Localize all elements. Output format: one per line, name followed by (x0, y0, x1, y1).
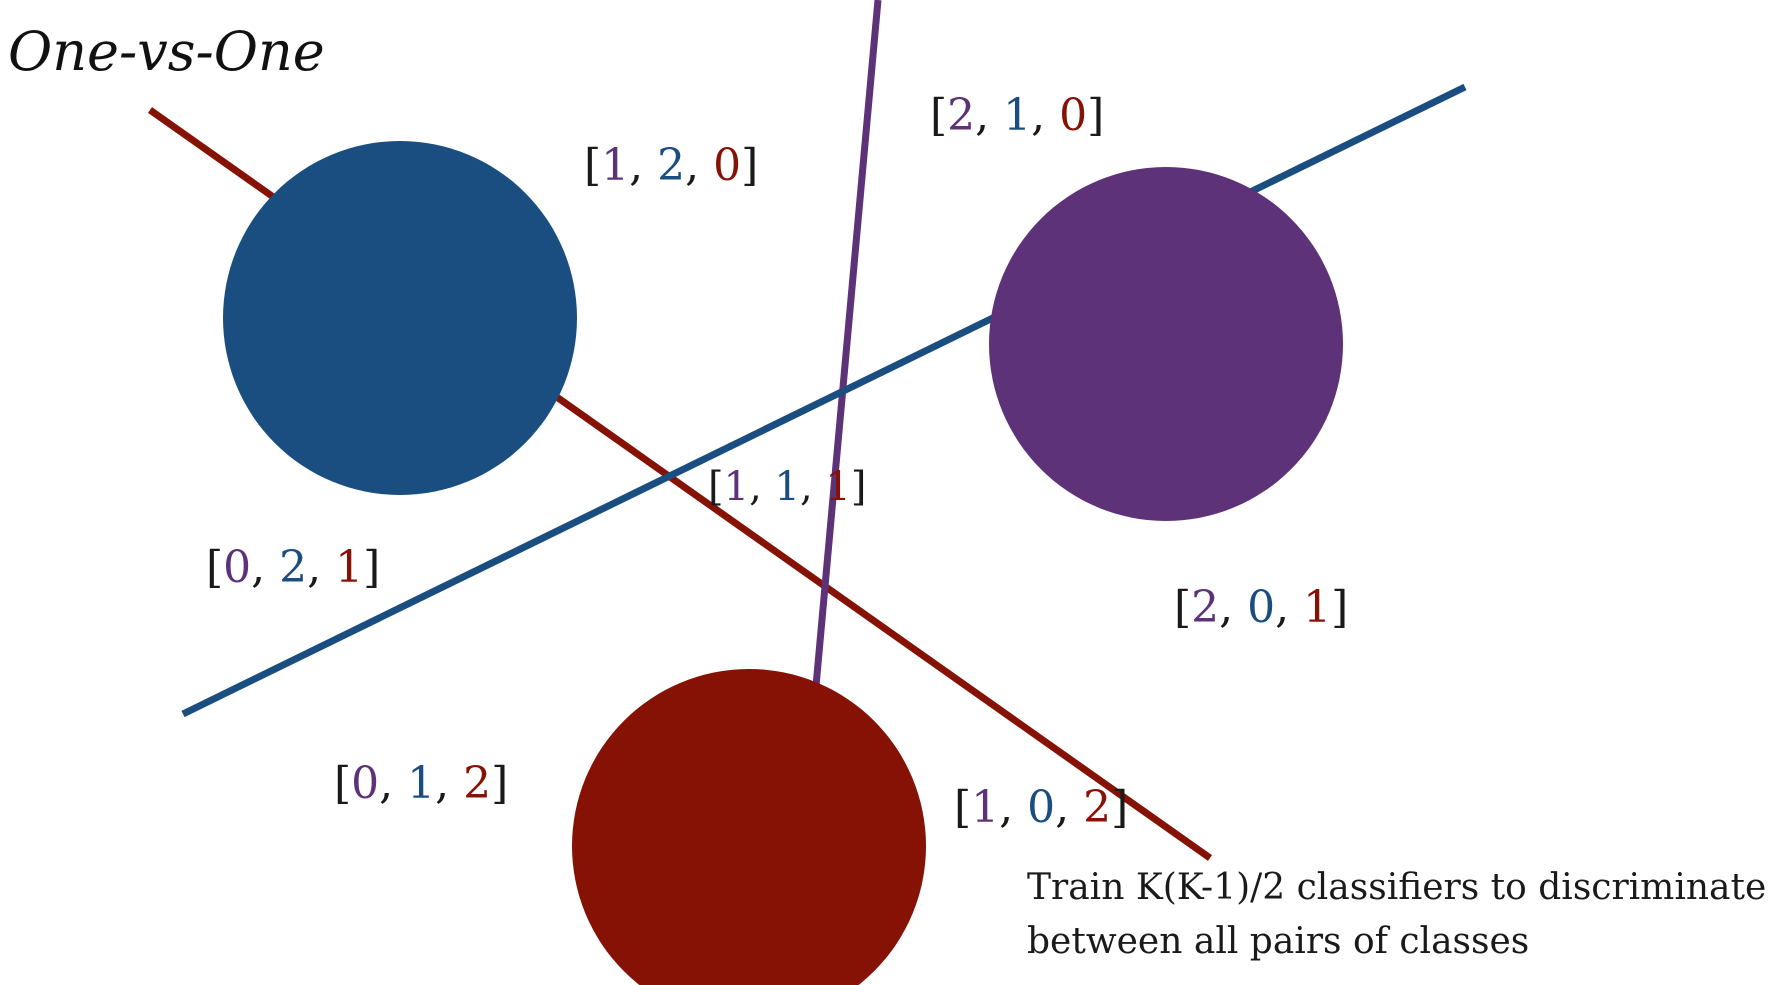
class-blue-circle (223, 141, 577, 495)
vote-label-210: [2, 1, 0] (930, 90, 1104, 141)
purple-separator-line (812, 0, 882, 687)
vote-label-102: [1, 0, 2] (954, 782, 1128, 833)
class-purple-circle (989, 167, 1343, 521)
vote-label-120: [1, 2, 0] (584, 140, 758, 191)
vote-label-021: [0, 2, 1] (206, 542, 380, 593)
vote-label-012: [0, 1, 2] (334, 758, 508, 809)
caption-line-1: Train K(K-1)/2 classifiers to discrimina… (1027, 867, 1766, 908)
vote-label-201: [2, 0, 1] (1174, 582, 1348, 633)
diagram-title: One-vs-One (8, 20, 325, 83)
class-red-circle (572, 669, 926, 985)
caption-line-2: between all pairs of classes (1027, 921, 1529, 962)
vote-label-111: [1, 1, 1] (708, 464, 866, 510)
